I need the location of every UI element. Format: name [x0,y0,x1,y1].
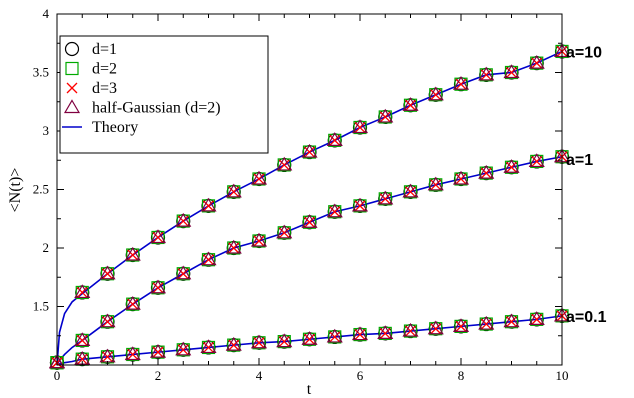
y-axis-label: <N(t)> [7,168,24,213]
y-tick-label: 3 [43,123,50,138]
curve-annotation: a=1 [566,152,593,169]
legend-label: d=2 [92,61,117,78]
legend-label: d=3 [92,80,117,97]
x-tick-label: 2 [155,368,162,383]
x-tick-label: 0 [54,368,61,383]
x-axis-label: t [307,381,312,398]
legend-label: Theory [92,119,138,136]
data-point-triangle [404,98,418,110]
y-tick-label: 2.5 [33,182,49,197]
x-tick-label: 4 [256,368,263,383]
data-point-triangle [378,110,392,122]
legend-label: half-Gaussian (d=2) [92,100,221,117]
curve-annotation: a=10 [566,44,602,61]
data-point-triangle [303,215,317,227]
data-point-triangle [75,285,89,297]
y-tick-label: 3.5 [33,65,49,80]
legend-label: d=1 [92,41,117,58]
x-tick-label: 8 [458,368,465,383]
y-tick-label: 1.5 [33,299,49,314]
x-tick-label: 10 [556,368,569,383]
data-point-triangle [530,56,544,68]
data-point-triangle [277,226,291,238]
legend: d=1 d=2 d=3 half-Gaussian (d=2) Theory [60,36,268,153]
data-point-triangle [328,133,342,145]
x-tick-label: 6 [357,368,364,383]
y-tick-label: 2 [43,240,50,255]
data-point-triangle [429,88,443,100]
curve-annotation: a=0.1 [566,309,607,326]
y-tick-label: 4 [43,6,50,21]
